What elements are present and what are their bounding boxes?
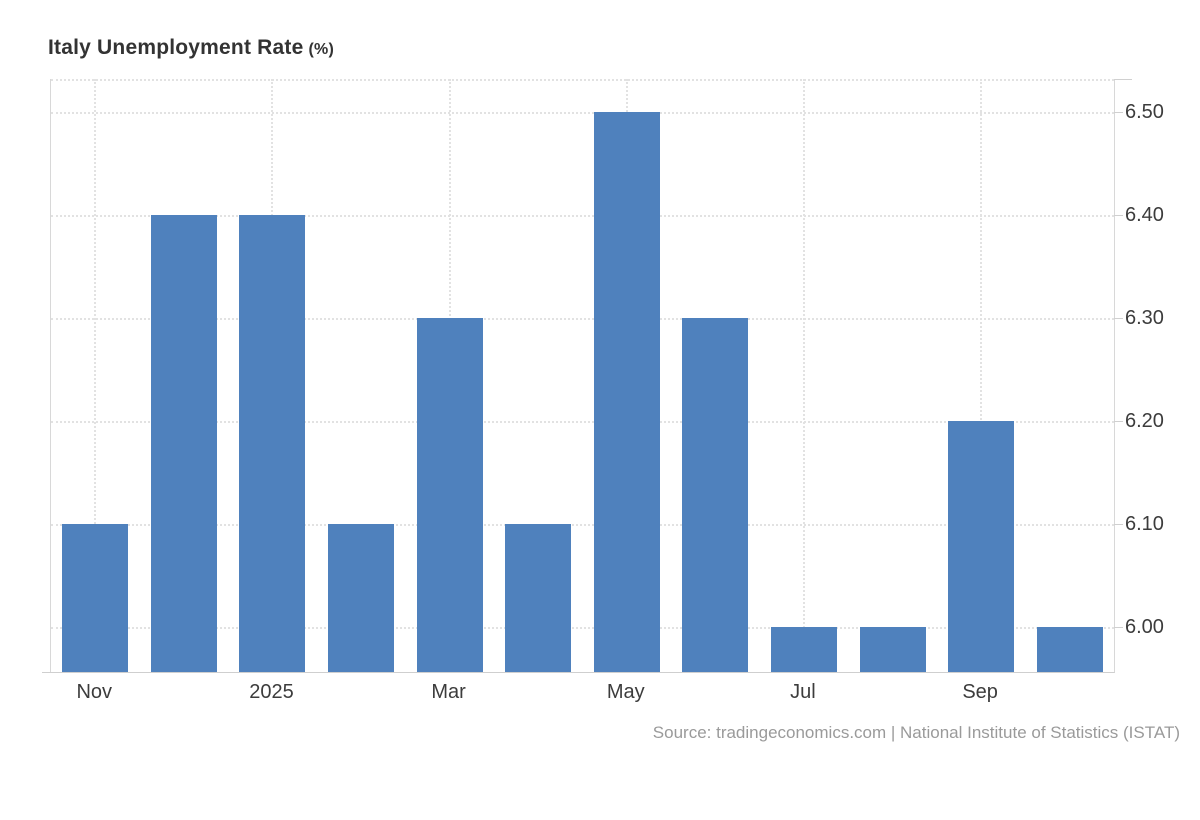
y-gridline <box>51 523 1114 526</box>
x-axis-label-sep: Sep <box>962 681 998 703</box>
y-axis-tick <box>1114 420 1123 422</box>
chart-title-text: Italy Unemployment Rate <box>48 36 304 59</box>
bar-aug-2025[interactable] <box>859 626 926 672</box>
x-axis-label-mar: Mar <box>431 681 466 703</box>
y-axis-tick <box>1114 214 1123 216</box>
x-axis-label-jul: Jul <box>790 681 816 703</box>
y-gridline <box>51 214 1114 217</box>
y-axis-top-tick <box>1114 79 1132 80</box>
bar-may-2025[interactable] <box>593 111 660 672</box>
y-axis-tick <box>1114 317 1123 319</box>
x-axis-left-tick <box>42 672 51 673</box>
plot-top-border <box>51 79 1114 81</box>
bar-sep-2025[interactable] <box>948 420 1015 672</box>
y-axis-tick <box>1114 523 1123 525</box>
x-gridline <box>980 79 983 672</box>
y-gridline <box>51 111 1114 114</box>
bar-apr-2025[interactable] <box>505 523 572 672</box>
y-axis-label: 6.10 <box>1125 512 1164 535</box>
bar-mar-2025[interactable] <box>416 317 483 672</box>
plot-area <box>50 79 1115 673</box>
x-axis-label-may: May <box>606 681 645 703</box>
x-axis-label-2025: 2025 <box>249 681 294 703</box>
bar-dec-2024[interactable] <box>150 214 217 672</box>
bar-oct-2025[interactable] <box>1036 626 1103 672</box>
source-attribution: Source: tradingeconomics.com | National … <box>652 723 1180 742</box>
y-gridline <box>51 317 1114 320</box>
y-axis-label: 6.00 <box>1125 615 1164 638</box>
y-axis-label: 6.20 <box>1125 409 1164 432</box>
x-axis-label-nov: Nov <box>76 681 113 703</box>
y-axis-tick <box>1114 626 1123 628</box>
y-axis-tick <box>1114 111 1123 113</box>
bar-jan-2025[interactable] <box>239 214 306 672</box>
y-axis-label: 6.50 <box>1125 100 1164 123</box>
bar-feb-2025[interactable] <box>328 523 395 672</box>
chart-title: Italy Unemployment Rate (%) <box>48 36 334 60</box>
y-axis-label: 6.30 <box>1125 306 1164 329</box>
y-gridline <box>51 420 1114 423</box>
y-axis-label: 6.40 <box>1125 203 1164 226</box>
x-gridline <box>94 79 97 672</box>
bar-nov-2024[interactable] <box>62 523 129 672</box>
chart-title-unit: (%) <box>308 41 334 58</box>
bar-jul-2025[interactable] <box>770 626 837 672</box>
x-gridline <box>802 79 805 672</box>
y-gridline <box>51 626 1114 629</box>
bar-jun-2025[interactable] <box>682 317 749 672</box>
